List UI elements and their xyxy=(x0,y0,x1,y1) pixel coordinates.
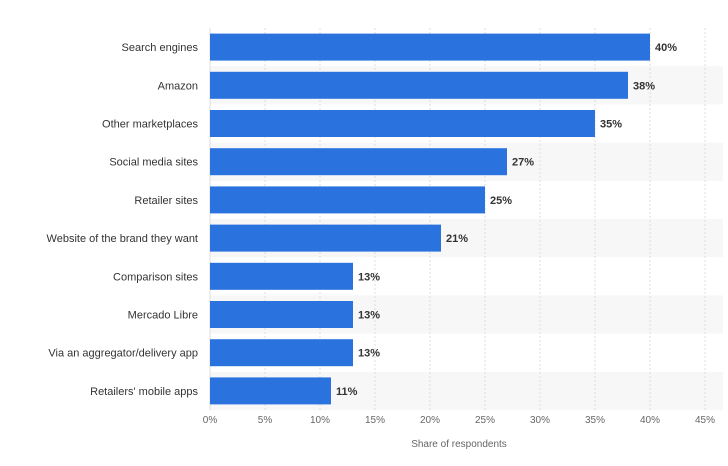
x-tick-label: 25% xyxy=(475,415,495,426)
x-tick-label: 10% xyxy=(310,415,330,426)
bar xyxy=(210,301,353,328)
category-label: Comparison sites xyxy=(113,271,198,283)
x-tick-labels: 0% 5% 10% 15% 20% 25% 30% 35% 40% 45% xyxy=(203,415,715,426)
category-label: Retailers' mobile apps xyxy=(90,386,198,398)
x-axis-title: Share of respondents xyxy=(411,439,507,450)
category-label: Search engines xyxy=(122,42,199,54)
value-label: 11% xyxy=(336,386,358,398)
value-labels: 40% 38% 35% 27% 25% 21% 13% 13% 13% 11% xyxy=(336,42,677,398)
value-label: 40% xyxy=(655,42,677,54)
category-label: Other marketplaces xyxy=(102,119,198,131)
bar xyxy=(210,71,628,99)
bar xyxy=(210,262,353,290)
bar xyxy=(210,33,650,61)
x-tick-label: 20% xyxy=(420,415,440,426)
category-labels: Search engines Amazon Other marketplaces So… xyxy=(47,42,199,398)
bar xyxy=(210,339,353,367)
bar xyxy=(210,186,485,214)
category-label: Amazon xyxy=(158,80,198,92)
value-label: 35% xyxy=(600,119,622,131)
x-tick-label: 45% xyxy=(695,415,715,426)
value-label: 13% xyxy=(358,348,380,360)
category-label: Website of the brand they want xyxy=(47,233,198,245)
category-label: Mercado Libre xyxy=(128,310,198,322)
bars-group xyxy=(210,33,650,405)
x-tick-label: 5% xyxy=(258,415,273,426)
bar xyxy=(210,224,441,252)
category-label: Social media sites xyxy=(109,157,198,169)
value-label: 38% xyxy=(633,80,655,92)
category-label: Via an aggregator/delivery app xyxy=(48,348,198,360)
x-tick-label: 15% xyxy=(365,415,385,426)
value-label: 13% xyxy=(358,310,380,322)
value-label: 21% xyxy=(446,233,468,245)
value-label: 27% xyxy=(512,157,534,169)
x-tick-label: 35% xyxy=(585,415,605,426)
bar xyxy=(210,148,507,176)
x-tick-label: 30% xyxy=(530,415,550,426)
bar xyxy=(210,377,331,405)
value-label: 13% xyxy=(358,271,380,283)
bar xyxy=(210,110,595,137)
category-label: Retailer sites xyxy=(134,195,198,207)
value-label: 25% xyxy=(490,195,512,207)
x-tick-label: 40% xyxy=(640,415,660,426)
x-tick-label: 0% xyxy=(203,415,218,426)
